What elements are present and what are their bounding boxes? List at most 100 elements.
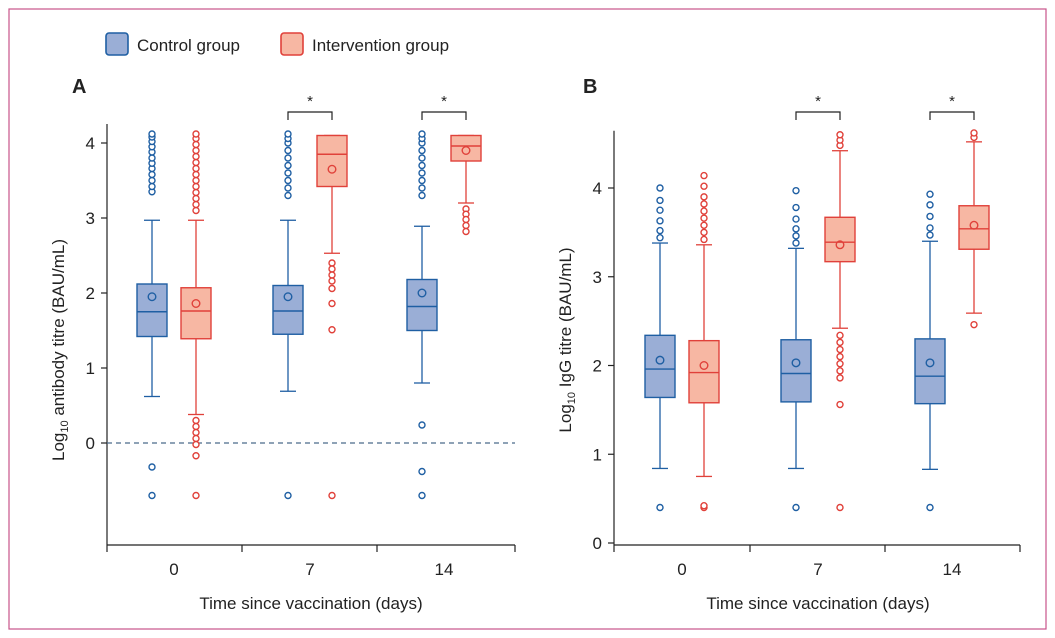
panel-a-plot: 0 1 2 3 4 0 7 14 * * (86, 93, 516, 579)
figure-frame (8, 8, 1047, 630)
panel-a-intervention-day-0-outlier (192, 176, 200, 185)
panel-b-control-day-7-outlier (792, 186, 800, 195)
panel-a-intervention-day-0-outlier (192, 491, 200, 500)
panel-a-intervention-day-0-outlier (192, 170, 200, 179)
panel-a-y-tick-label: 2 (86, 284, 95, 303)
panel-b-intervention-day-0-box (688, 339, 720, 404)
panel-a-intervention-day-7-outlier (328, 284, 336, 293)
panel-a-intervention-day-0-mean-marker (191, 299, 201, 309)
panel-b-intervention-day-14-outlier (970, 320, 978, 329)
panel-a-intervention-day-7-outlier (328, 259, 336, 267)
panel-a-control-day-14-outlier (418, 191, 426, 200)
panel-a-intervention-day-0-box (180, 287, 212, 340)
panel-a-control-day-14-outlier (418, 130, 426, 138)
panel-a-control-day-14-outlier (418, 161, 426, 170)
panel-b-y-tick-label: 0 (593, 534, 602, 553)
panel-a-significance-bracket (421, 111, 467, 120)
panel-a-y-tick-label: 0 (86, 434, 95, 453)
panel-b-intervention-day-7-outlier (836, 345, 844, 354)
panel-a-significance-bracket (287, 111, 333, 120)
panel-b-control-day-7-mean-marker (791, 358, 801, 368)
panel-b-intervention-day-14-box (958, 205, 990, 250)
panel-a-y-axis-title: Log10 antibody titre (BAU/mL) (49, 239, 71, 461)
panel-a-intervention-day-14-box (450, 134, 482, 162)
panel-a-intervention-day-0-outlier (192, 158, 200, 167)
panel-a-intervention-day-7-outlier (328, 277, 336, 285)
panel-a-control-day-14-outlier (418, 169, 426, 177)
panel-a-intervention-day-0-outlier (192, 146, 200, 155)
panel-a-x-tick-label: 0 (169, 560, 178, 579)
panel-b-control-day-7-box (780, 339, 812, 403)
panel-a-intervention-day-0-outlier (192, 428, 200, 437)
panel-a-intervention-day-7-outlier (328, 271, 336, 279)
panel-a-control-day-7-outlier (284, 169, 292, 177)
panel-letter-a: A (72, 76, 86, 98)
panel-b-control-day-14-outlier (926, 201, 934, 209)
panel-b-control-day-14-outlier (926, 212, 934, 221)
panel-b-control-day-0-outlier (656, 206, 664, 214)
panel-a-control-day-7-outlier (284, 176, 292, 185)
panel-a-intervention-day-0-outlier (192, 440, 200, 449)
legend-control-label: Control group (137, 36, 240, 55)
panel-a-control-day-14-outlier (418, 184, 426, 192)
panel-b-intervention-day-0-outlier (700, 235, 708, 244)
legend-control-swatch (105, 32, 129, 56)
panel-a-control-day-14-outlier (418, 176, 426, 185)
panel-a-y-tick-label: 3 (86, 209, 95, 228)
panel-a-intervention-day-14-mean-marker (461, 145, 471, 155)
panel-a-control-day-14-outlier (418, 467, 426, 476)
panel-a-control-day-14-mean-marker (417, 288, 427, 298)
panel-a-significance-star: * (441, 93, 447, 110)
panel-b-intervention-day-0-outlier (700, 207, 708, 215)
panel-a-significance-star: * (307, 93, 313, 110)
panel-b-intervention-day-7-outlier (836, 338, 844, 347)
panel-a-control-day-14-outlier (418, 154, 426, 162)
panel-a-intervention-day-0-outlier (192, 140, 200, 149)
panel-b-significance-star: * (949, 93, 955, 110)
panel-b-control-day-7-outlier (792, 215, 800, 223)
panel-a-control-day-14-box (406, 278, 438, 332)
panel-b-significance-bracket (929, 111, 975, 120)
panel-a-control-day-7-outlier (284, 161, 292, 170)
panel-b-control-day-14-outlier (926, 224, 934, 232)
panel-b-intervention-day-0-outlier (700, 171, 708, 180)
panel-b-significance-bracket (795, 111, 841, 120)
panel-b-control-day-14-outlier (926, 190, 934, 198)
panel-a-control-day-7-mean-marker (283, 292, 293, 302)
panel-a-control-day-0-outlier (148, 130, 156, 138)
panel-a-intervention-day-0-outlier (192, 182, 200, 191)
panel-b-control-day-14-outlier (926, 503, 934, 512)
panel-b-intervention-day-0-outlier (700, 502, 708, 510)
panel-a-intervention-day-0-outlier (192, 188, 200, 197)
panel-a-intervention-day-14-outlier (462, 215, 470, 224)
panel-b-intervention-day-0-mean-marker (699, 361, 709, 371)
panel-b-intervention-day-7-outlier (836, 352, 844, 361)
panel-a-control-day-14-outlier (418, 146, 426, 155)
panel-b-intervention-day-14-mean-marker (969, 220, 979, 230)
panel-a-intervention-day-0-outlier (192, 200, 200, 209)
panel-a-intervention-day-14-outlier (462, 221, 470, 230)
panel-a-control-day-0-box (136, 283, 168, 338)
panel-b-control-day-0-outlier (656, 184, 664, 192)
panel-a-control-day-0-mean-marker (147, 292, 157, 302)
panel-a-intervention-day-0-outlier (192, 206, 200, 215)
panel-b-intervention-day-7-outlier (836, 360, 844, 368)
panel-a-intervention-day-0-outlier (192, 164, 200, 173)
panel-b-control-day-14-box (914, 338, 946, 405)
panel-b-plot: 0 1 2 3 4 0 7 14 * * (593, 93, 1021, 579)
panel-b-intervention-day-0-outlier (700, 182, 708, 190)
panel-b-intervention-day-0-outlier (700, 200, 708, 208)
panel-a-intervention-day-7-outlier (328, 326, 336, 334)
legend-intervention-label: Intervention group (312, 36, 449, 55)
panel-a-control-day-7-outlier (284, 154, 292, 162)
panel-b-control-day-7-outlier (792, 232, 800, 240)
panel-a-control-day-14-outlier (418, 421, 426, 429)
panel-a-control-day-7-outlier (284, 130, 292, 138)
panel-b-y-tick-label: 4 (593, 179, 602, 198)
panel-a-intervention-day-0-outlier (192, 422, 200, 431)
panel-a-control-day-14-outlier (418, 491, 426, 500)
panel-a-intervention-day-0-outlier (192, 452, 200, 460)
panel-a-intervention-day-0-outlier (192, 130, 200, 138)
panel-b-control-day-0-outlier (656, 217, 664, 225)
panel-a-x-tick-label: 7 (305, 560, 314, 579)
